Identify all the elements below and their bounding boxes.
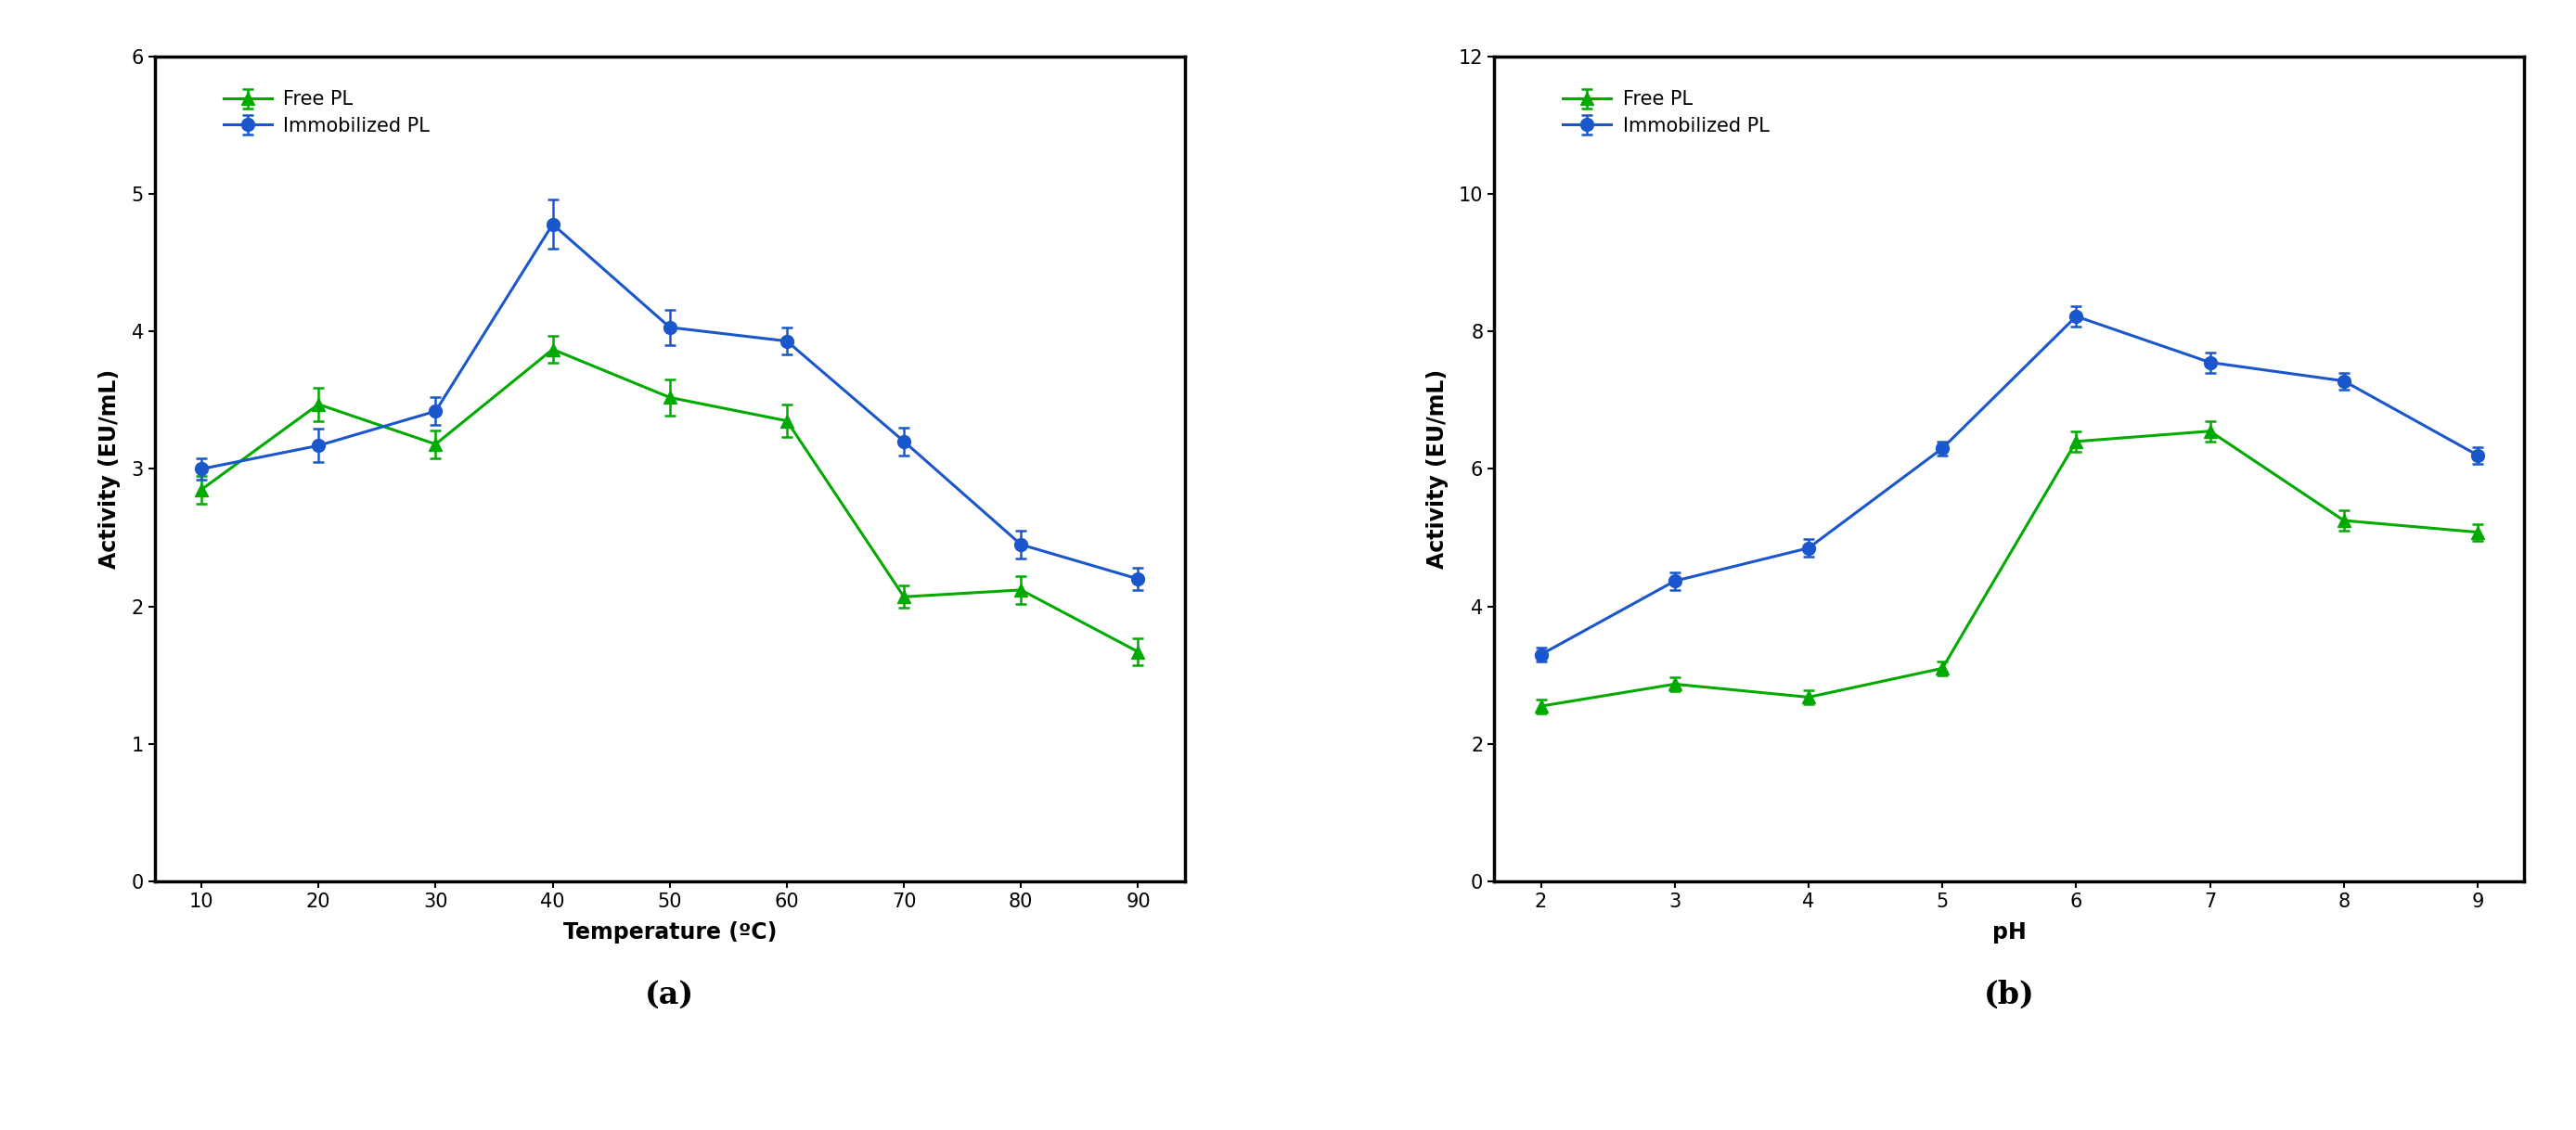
Y-axis label: Activity (EU/mL): Activity (EU/mL) [98, 370, 121, 568]
Legend: Free PL, Immobilized PL: Free PL, Immobilized PL [216, 82, 438, 144]
Legend: Free PL, Immobilized PL: Free PL, Immobilized PL [1556, 82, 1777, 144]
X-axis label: Temperature (ºC): Temperature (ºC) [564, 921, 775, 944]
Text: (a): (a) [644, 979, 696, 1010]
X-axis label: pH: pH [1991, 921, 2027, 944]
Text: (b): (b) [1984, 979, 2035, 1010]
Y-axis label: Activity (EU/mL): Activity (EU/mL) [1427, 370, 1448, 568]
